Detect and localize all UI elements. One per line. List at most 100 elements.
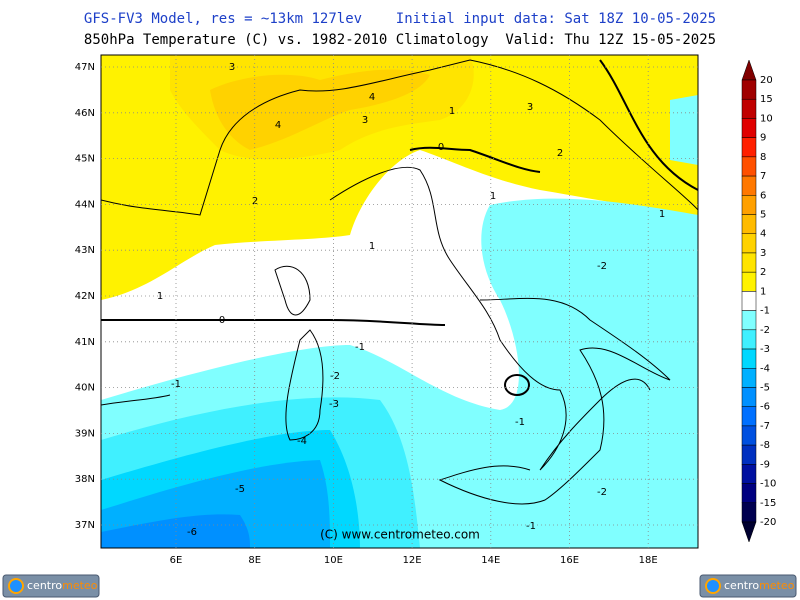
colorbar-cell — [741, 118, 757, 138]
colorbar-label: -3 — [760, 344, 770, 355]
colorbar-label: 4 — [760, 229, 766, 240]
colorbar-cell — [741, 291, 757, 311]
colorbar-cell — [741, 444, 757, 465]
contour-label: -3 — [329, 399, 339, 410]
colorbar-cell — [741, 425, 757, 446]
contour-label: 3 — [229, 62, 235, 73]
lon-label: 10E — [324, 555, 343, 566]
colorbar-label: 2 — [760, 267, 766, 278]
lat-label: 40N — [75, 383, 95, 394]
contour-label: 3 — [362, 115, 368, 126]
copyright: (C) www.centrometeo.com — [320, 528, 480, 542]
colorbar-label: -20 — [760, 517, 776, 528]
lat-label: 39N — [75, 428, 95, 439]
header-line2: 850hPa Temperature (C) vs. 1982-2010 Cli… — [84, 32, 716, 48]
contour-label: -1 — [526, 521, 536, 532]
colorbar-label: 20 — [760, 75, 773, 86]
colorbar-cell — [741, 348, 757, 369]
colorbar-cell — [741, 368, 757, 388]
contour-label: -1 — [515, 417, 525, 428]
logo-right[interactable]: centrometeo — [699, 574, 797, 598]
zero-isoline — [101, 146, 541, 326]
contour-label: -4 — [297, 436, 307, 447]
colorbar-cell — [741, 137, 757, 158]
logo-box — [2, 574, 100, 598]
colorbar-arrow — [741, 59, 757, 81]
lat-label: 42N — [75, 291, 95, 302]
colorbar-cell — [741, 214, 757, 234]
colorbar-cell — [741, 233, 757, 254]
coastline — [101, 59, 698, 505]
logo-box — [699, 574, 797, 598]
contour-label: 4 — [369, 92, 375, 103]
field-blue2 — [101, 514, 250, 548]
colorbar-cell — [741, 329, 757, 350]
colorbar-cell — [741, 195, 757, 215]
header-line1: GFS-FV3 Model, res = ~13km 127lev Initia… — [84, 11, 716, 27]
contour-label: -2 — [597, 261, 607, 272]
lat-label: 45N — [75, 154, 95, 165]
lat-label: 44N — [75, 199, 95, 210]
contour-label: 1 — [659, 209, 665, 220]
contour-labels: 3 4 4 3 3 2 2 1 1 1 1 1 0 0 -1 -2 -2 -3 … — [157, 62, 665, 538]
colorbar-label: 3 — [760, 248, 766, 259]
contour-label: 1 — [157, 291, 163, 302]
lon-label: 18E — [639, 555, 658, 566]
colorbar-label: -1 — [760, 306, 770, 317]
colorbar-label: -4 — [760, 363, 770, 374]
colorbar-cell — [741, 175, 757, 196]
colorbar-cell — [741, 406, 757, 427]
contour-label: -2 — [597, 487, 607, 498]
colorbar-cell — [741, 98, 757, 119]
lon-label: 8E — [248, 555, 261, 566]
contour-label: 1 — [449, 106, 455, 117]
lat-label: 41N — [75, 337, 95, 348]
colorbar-cell — [741, 464, 757, 484]
contour-label: 0 — [219, 315, 225, 326]
lat-label: 46N — [75, 108, 95, 119]
colorbar-label: 7 — [760, 171, 766, 182]
logo-left[interactable]: centrometeo — [2, 574, 100, 598]
lat-label: 43N — [75, 245, 95, 256]
contour-label: 4 — [275, 120, 281, 131]
colorbar-cell — [741, 156, 757, 177]
colorbar-arrow — [741, 521, 757, 543]
colorbar-cell — [741, 252, 757, 273]
colorbar-cell — [741, 502, 757, 523]
lon-label: 16E — [560, 555, 579, 566]
colorbar-label: 15 — [760, 94, 773, 105]
contour-label: 2 — [557, 148, 563, 159]
field-cyan-ne — [670, 95, 698, 165]
lat-label: 37N — [75, 520, 95, 531]
colorbar-label: -10 — [760, 479, 776, 490]
isoline-loop — [504, 374, 531, 396]
colorbar-label: -5 — [760, 382, 770, 393]
logo-part2: meteo — [759, 579, 795, 592]
lon-label: 12E — [403, 555, 422, 566]
colorbar-label: 6 — [760, 190, 766, 201]
contour-label: -1 — [355, 342, 365, 353]
lat-label: 38N — [75, 474, 95, 485]
colorbar-label: -6 — [760, 402, 770, 413]
contour-label: 1 — [369, 241, 375, 252]
lat-label: 47N — [75, 62, 95, 73]
contour-label: 0 — [438, 142, 444, 153]
contour-label: 2 — [252, 196, 258, 207]
colorbar-cell — [741, 387, 757, 407]
lon-label: 14E — [481, 555, 500, 566]
colorbar-label: -2 — [760, 325, 770, 336]
contour-label: -1 — [171, 379, 181, 390]
colorbar-label: -15 — [760, 498, 776, 509]
colorbar-cell — [741, 483, 757, 504]
map-fields — [101, 55, 698, 548]
colorbar-label: 9 — [760, 133, 766, 144]
logo-part2: meteo — [62, 579, 98, 592]
colorbar-cell — [741, 310, 757, 331]
logo-icon — [8, 578, 24, 594]
contour-label: -5 — [235, 484, 245, 495]
isoline-east — [599, 59, 698, 191]
map-frame — [100, 54, 699, 549]
colorbar-label: 5 — [760, 210, 766, 221]
field-orange — [210, 69, 430, 150]
